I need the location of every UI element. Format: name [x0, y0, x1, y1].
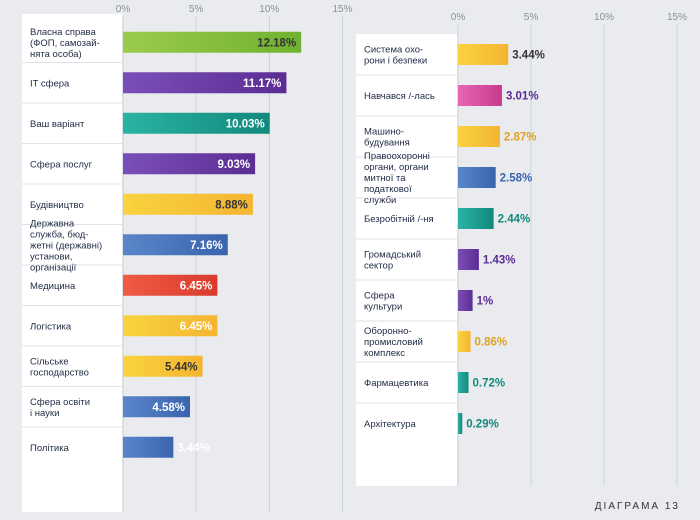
right-bar: [458, 290, 473, 311]
right-category-label: Машино-: [364, 127, 404, 138]
left-bar: [123, 31, 302, 53]
right-label-panel: [356, 34, 457, 486]
left-value-label: 4.58%: [152, 402, 185, 414]
right-category-label: культури: [364, 302, 402, 313]
left-tick-label: 15%: [332, 4, 352, 15]
right-category-label: сектор: [364, 261, 393, 272]
left-category-label: Власна справа: [30, 27, 96, 38]
left-category-label: Ваш варіант: [30, 119, 85, 130]
left-value-label: 3.44%: [177, 442, 210, 454]
right-category-label: Фармацевтика: [364, 378, 429, 389]
left-bar: [123, 234, 228, 256]
left-value-label: 11.17%: [243, 78, 281, 90]
left-bar: [123, 274, 218, 296]
right-value-label: 3.44%: [512, 50, 545, 62]
left-category-label: Логістика: [30, 321, 72, 332]
left-value-label: 8.88%: [215, 199, 248, 211]
left-category-label: служба, бюд-: [30, 229, 88, 240]
left-category-label: Будівництво: [30, 200, 84, 211]
right-value-label: 3.01%: [506, 91, 539, 103]
left-value-label: 10.03%: [226, 118, 265, 130]
right-category-label: органи, органи: [364, 162, 429, 173]
left-tick-label: 10%: [259, 4, 279, 15]
left-category-label: Державна: [30, 218, 75, 229]
left-bar: [123, 72, 287, 94]
right-category-label: рони і безпеки: [364, 56, 427, 67]
right-value-label: 0.72%: [473, 378, 506, 390]
right-category-label: митної та: [364, 173, 406, 184]
right-bar: [458, 167, 496, 188]
right-category-label: комплекс: [364, 348, 405, 359]
right-category-label: Архітектура: [364, 419, 417, 430]
right-category-label: служби: [364, 195, 396, 206]
left-category-label: IT сфера: [30, 78, 70, 89]
left-category-label: жетні (державні): [30, 240, 102, 251]
right-tick-label: 15%: [667, 12, 687, 23]
left-label-panel: [22, 14, 122, 512]
right-chart: 0% 5% 10% 15% Система охо-рони і безпеки 3.44…: [356, 12, 687, 486]
right-bar: [458, 85, 502, 106]
right-bar: [458, 126, 500, 147]
right-value-label: 1.43%: [483, 255, 516, 267]
left-category-label: установи,: [30, 251, 72, 262]
right-bar: [458, 249, 479, 270]
left-bar: [123, 112, 270, 134]
left-bar: [123, 153, 256, 175]
left-bar: [123, 396, 191, 418]
right-category-label: Система охо-: [364, 45, 423, 56]
left-bar: [123, 436, 174, 458]
left-category-label: Сфера освіти: [30, 397, 90, 408]
right-bar: [458, 208, 494, 229]
left-value-label: 5.44%: [165, 361, 198, 373]
left-category-label: Сфера послуг: [30, 159, 93, 170]
left-chart: 0% 5% 10% 15% Власна справа(ФОП, самозай-нят…: [22, 4, 353, 512]
left-value-label: 12.18%: [257, 37, 296, 49]
right-value-label: 0.29%: [466, 419, 499, 431]
right-category-label: Громадський: [364, 250, 421, 261]
right-category-label: податкової: [364, 184, 412, 195]
right-tick-label: 10%: [594, 12, 614, 23]
left-category-label: Сільське: [30, 356, 69, 367]
left-bar: [123, 355, 203, 377]
right-value-label: 1%: [477, 296, 494, 308]
left-value-label: 6.45%: [180, 280, 213, 292]
left-value-label: 6.45%: [180, 321, 213, 333]
left-tick-label: 5%: [189, 4, 204, 15]
right-bar: [458, 44, 509, 65]
right-category-label: Безробітній /-ня: [364, 214, 434, 225]
left-category-label: нята особа): [30, 49, 82, 60]
left-tick-label: 0%: [116, 4, 131, 15]
right-category-label: Правоохоронні: [364, 151, 430, 162]
left-category-label: Політика: [30, 443, 70, 454]
left-category-label: і науки: [30, 408, 59, 419]
right-tick-label: 0%: [451, 12, 466, 23]
diagram-caption: ДІАГРАМА 13: [594, 501, 680, 512]
left-category-label: організації: [30, 262, 77, 273]
right-value-label: 2.44%: [498, 214, 531, 226]
right-category-label: будування: [364, 138, 410, 149]
left-category-label: Медицина: [30, 281, 76, 292]
right-category-label: Сфера: [364, 291, 395, 302]
right-category-label: промисловий: [364, 337, 423, 348]
right-value-label: 2.87%: [504, 132, 537, 144]
right-category-label: Оборонно-: [364, 326, 412, 337]
left-value-label: 9.03%: [217, 159, 250, 171]
left-bar: [123, 193, 253, 215]
left-category-label: (ФОП, самозай-: [30, 38, 100, 49]
right-tick-label: 5%: [524, 12, 539, 23]
right-category-label: Навчався /-лась: [364, 91, 435, 102]
left-value-label: 7.16%: [190, 240, 223, 252]
right-bar: [458, 372, 469, 393]
right-bar: [458, 331, 471, 352]
left-bar: [123, 315, 218, 337]
right-bar: [458, 413, 463, 434]
right-value-label: 2.58%: [500, 173, 533, 185]
right-value-label: 0.86%: [475, 337, 508, 349]
left-category-label: господарство: [30, 367, 89, 378]
